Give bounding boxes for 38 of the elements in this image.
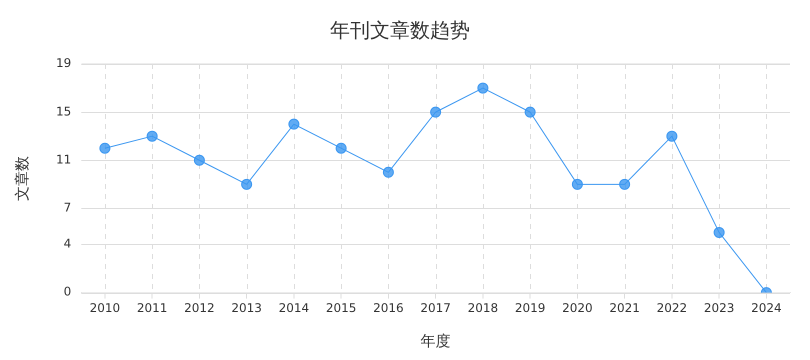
x-tick-label: 2022	[656, 300, 688, 315]
x-tick-label: 2018	[468, 300, 498, 315]
point	[477, 82, 488, 94]
x-tick-label: 2024	[751, 300, 782, 315]
point	[288, 118, 300, 130]
x-tick-label: 2016	[373, 300, 404, 315]
x-tick-label: 2019	[514, 300, 546, 315]
point	[194, 154, 205, 166]
x-tick-label: 2021	[609, 300, 640, 315]
point	[146, 130, 158, 142]
chart-title: 年刊文章数趋势	[330, 18, 470, 42]
x-tick-label: 2020	[562, 300, 593, 315]
point	[572, 178, 583, 190]
y-tick-label: 11	[56, 152, 72, 166]
x-axis-title: 年度	[420, 332, 451, 350]
y-tick-label: 4	[64, 236, 72, 251]
x-tick-label: 2011	[136, 300, 168, 315]
point	[336, 142, 347, 154]
y-tick-label: 15	[56, 104, 72, 118]
x-tick-label: 2017	[420, 300, 451, 315]
x-tick-label: 2012	[184, 300, 215, 315]
point	[619, 178, 630, 190]
y-tick-label: 0	[64, 284, 72, 299]
point	[714, 226, 725, 238]
point	[382, 166, 394, 178]
y-tick-label: 19	[56, 56, 72, 70]
point	[99, 142, 110, 154]
x-tick-label: 2015	[326, 300, 356, 315]
x-tick-label: 2010	[90, 300, 120, 315]
y-axis-title: 文章数	[12, 156, 31, 201]
point	[430, 106, 442, 118]
point	[666, 130, 678, 142]
x-tick-label: 2014	[278, 300, 310, 315]
point	[241, 178, 252, 190]
y-tick-label: 7	[64, 200, 72, 215]
point	[524, 106, 536, 118]
x-tick-label: 2013	[231, 300, 262, 315]
x-tick-label: 2023	[704, 300, 734, 315]
